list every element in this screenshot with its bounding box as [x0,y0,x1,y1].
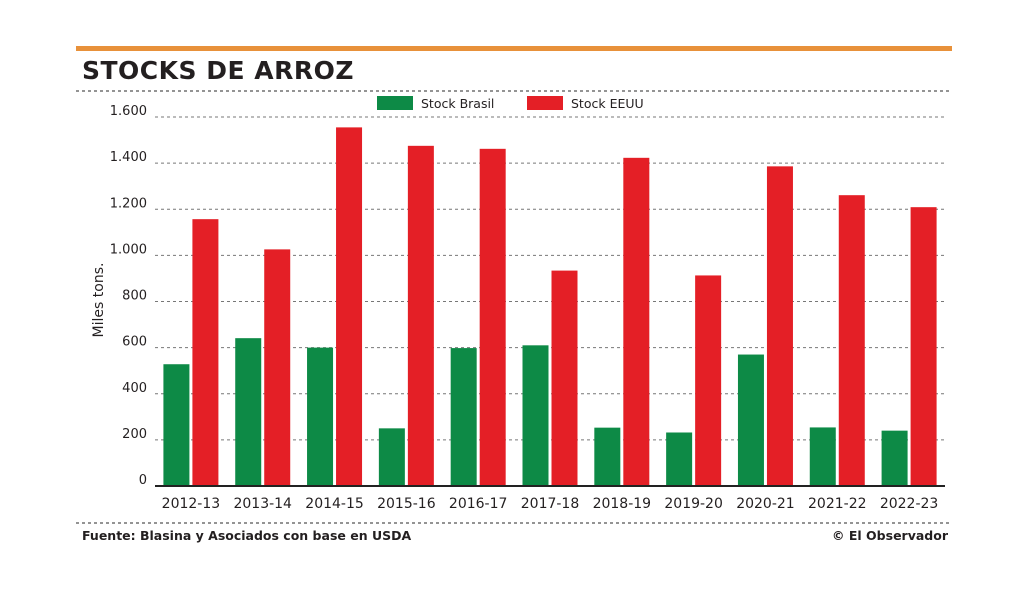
y-axis-label: Miles tons. [91,263,107,338]
source-note: Fuente: Blasina y Asociados con base en … [82,528,412,543]
x-tick-label: 2014-15 [305,496,364,512]
x-tick-label: 2016-17 [449,496,508,512]
y-tick-label: 200 [122,427,147,442]
bar-stock-eeuu [407,145,434,486]
x-tick-label: 2020-21 [736,496,795,512]
bar-stock-eeuu [838,195,865,486]
y-tick-label: 600 [122,335,147,350]
legend-swatch-brasil [377,96,413,110]
bar-stock-brasil [163,364,190,486]
bar-stock-brasil [450,348,477,486]
bar-stock-brasil [737,354,764,486]
bar-stock-eeuu [695,275,722,486]
x-tick-label: 2021-22 [808,496,867,512]
x-tick-label: 2019-20 [664,496,723,512]
accent-bar [76,46,952,51]
bar-stock-eeuu [910,207,937,486]
y-tick-label: 400 [122,381,147,396]
bar-stock-eeuu [766,166,793,486]
y-tick-label: 1.000 [110,242,147,257]
bar-stock-brasil [307,347,334,486]
x-tick-label: 2017-18 [521,496,580,512]
bar-stock-brasil [378,428,405,486]
bar-stock-brasil [594,427,621,486]
bar-stock-brasil [881,430,908,486]
bar-stock-brasil [235,338,262,486]
x-tick-label: 2018-19 [593,496,652,512]
legend-label-brasil: Stock Brasil [421,96,494,111]
bar-stock-eeuu [479,148,506,487]
x-tick-label: 2015-16 [377,496,436,512]
legend-label-eeuu: Stock EEUU [571,96,644,111]
x-tick-label: 2022-23 [880,496,939,512]
y-tick-label: 1.200 [110,196,147,211]
y-tick-label: 1.400 [110,150,147,165]
bar-stock-eeuu [551,270,578,486]
y-tick-label: 1.600 [110,104,147,119]
x-tick-label: 2013-14 [233,496,292,512]
bar-stock-eeuu [264,249,291,486]
bar-stock-eeuu [336,127,363,487]
bar-stock-brasil [809,427,836,486]
bar-stock-brasil [522,345,549,486]
bar-stock-eeuu [623,157,650,486]
y-tick-label: 0 [139,473,147,488]
legend-swatch-eeuu [527,96,563,110]
bar-stock-brasil [666,432,693,486]
x-tick-label: 2012-13 [162,496,221,512]
credit-note: © El Observador [832,528,948,543]
chart-title: STOCKS DE ARROZ [82,56,355,85]
bar-stock-eeuu [192,219,219,486]
y-tick-label: 800 [122,289,147,304]
